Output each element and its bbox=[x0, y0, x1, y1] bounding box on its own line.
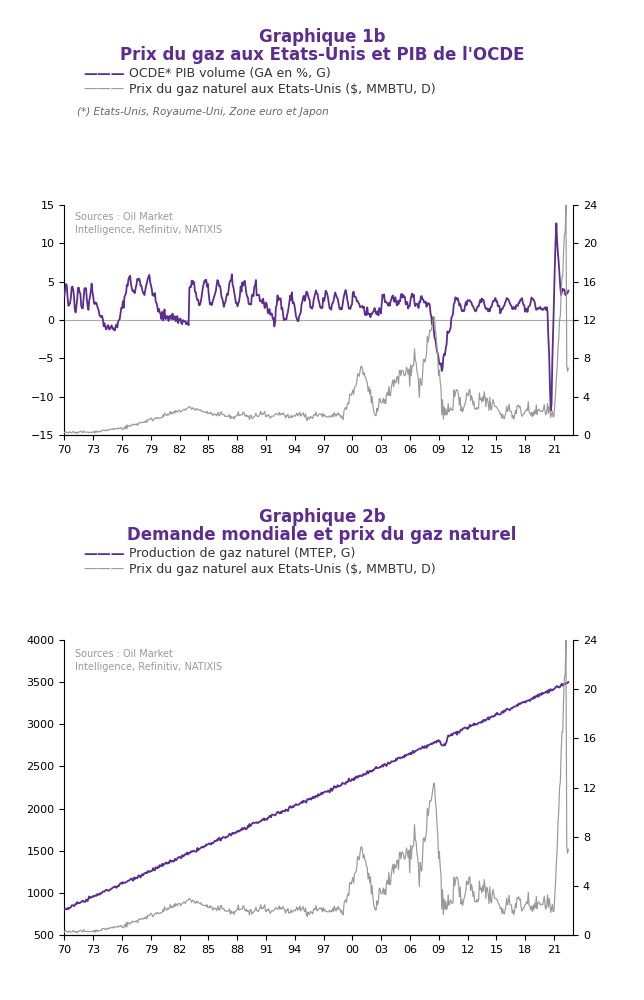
Text: ———: ——— bbox=[84, 563, 125, 577]
Text: Sources : Oil Market
Intelligence, Refinitiv, NATIXIS: Sources : Oil Market Intelligence, Refin… bbox=[75, 212, 222, 235]
Text: Sources : Oil Market
Intelligence, Refinitiv, NATIXIS: Sources : Oil Market Intelligence, Refin… bbox=[75, 649, 222, 672]
Text: ———: ——— bbox=[84, 67, 126, 81]
Text: Demande mondiale et prix du gaz naturel: Demande mondiale et prix du gaz naturel bbox=[128, 526, 516, 544]
Text: OCDE* PIB volume (GA en %, G): OCDE* PIB volume (GA en %, G) bbox=[129, 68, 330, 81]
Text: Prix du gaz aux Etats-Unis et PIB de l'OCDE: Prix du gaz aux Etats-Unis et PIB de l'O… bbox=[120, 46, 524, 64]
Text: Prix du gaz naturel aux Etats-Unis ($, MMBTU, D): Prix du gaz naturel aux Etats-Unis ($, M… bbox=[129, 84, 435, 97]
Text: Graphique 1b: Graphique 1b bbox=[259, 28, 385, 46]
Text: Graphique 2b: Graphique 2b bbox=[259, 508, 385, 526]
Text: Prix du gaz naturel aux Etats-Unis ($, MMBTU, D): Prix du gaz naturel aux Etats-Unis ($, M… bbox=[129, 564, 435, 576]
Text: ———: ——— bbox=[84, 547, 126, 561]
Text: Production de gaz naturel (MTEP, G): Production de gaz naturel (MTEP, G) bbox=[129, 548, 355, 560]
Text: ———: ——— bbox=[84, 83, 125, 97]
Text: (*) Etats-Unis, Royaume-Uni, Zone euro et Japon: (*) Etats-Unis, Royaume-Uni, Zone euro e… bbox=[77, 107, 329, 117]
